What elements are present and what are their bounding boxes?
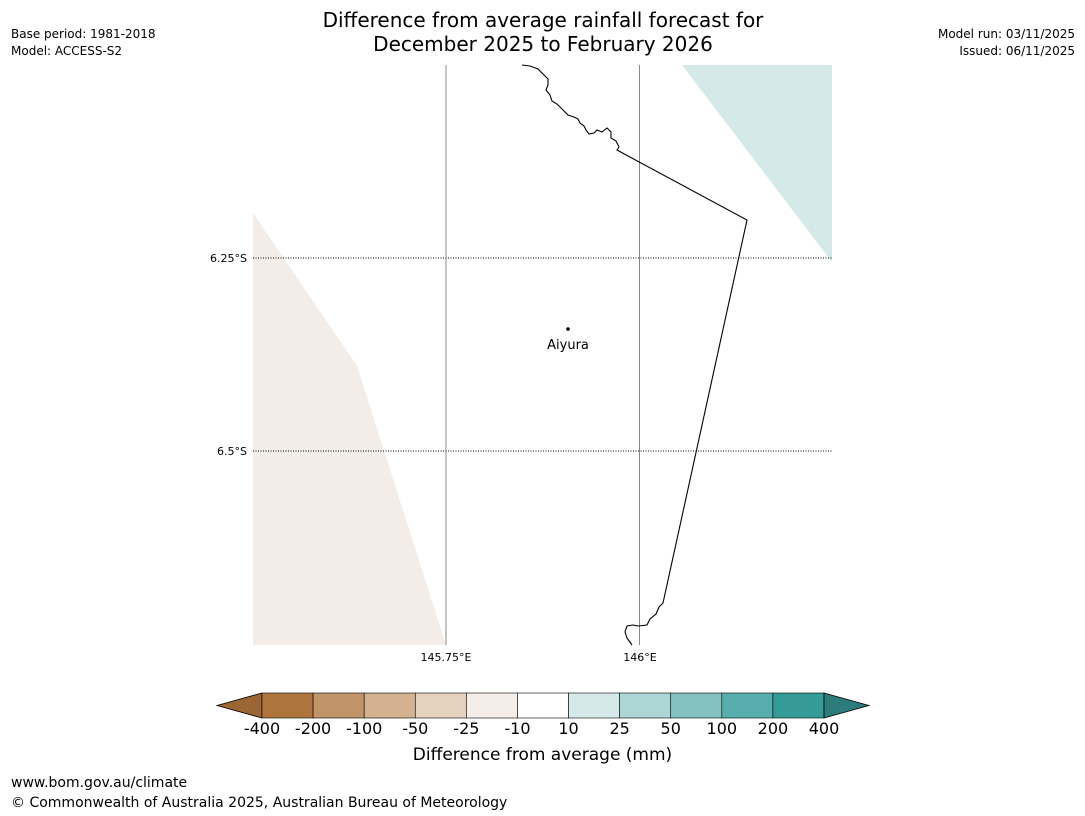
colorbar-tick-label: -25 xyxy=(453,719,480,738)
teal-region xyxy=(682,65,832,262)
meta-right: Model run: 03/11/2025 Issued: 06/11/2025 xyxy=(938,26,1075,60)
lon-label-146: 146°E xyxy=(623,651,656,664)
colorbar-tick-label: -100 xyxy=(346,719,383,738)
colorbar-extend-right xyxy=(823,692,871,719)
colorbar-extend-left xyxy=(215,692,263,719)
colorbar-tick-label: 400 xyxy=(808,719,840,738)
lat-label-6-25: 6.25°S xyxy=(210,252,247,265)
model-run: Model run: 03/11/2025 xyxy=(937,27,1075,41)
colorbar-tick-label: 200 xyxy=(757,719,789,738)
colorbar-title: Difference from average (mm) xyxy=(412,745,673,765)
brown-region xyxy=(253,213,446,645)
title-line-1: Difference from average rainfall forecas… xyxy=(322,8,764,32)
base-period: Base period: 1981-2018 xyxy=(11,27,156,41)
colorbar-tick-label: 50 xyxy=(660,719,681,738)
issued-date: Issued: 06/11/2025 xyxy=(959,44,1075,58)
model-name: Model: ACCESS-S2 xyxy=(11,44,123,58)
colorbar-box xyxy=(619,692,672,719)
colorbar-box xyxy=(363,692,416,719)
lon-label-145-75: 145.75°E xyxy=(421,651,472,664)
colorbar-tick-label: 10 xyxy=(558,719,579,738)
map-title: Difference from average rainfall forecas… xyxy=(243,8,843,56)
title-line-2: December 2025 to February 2026 xyxy=(373,32,713,56)
meta-left: Base period: 1981-2018 Model: ACCESS-S2 xyxy=(11,26,156,60)
colorbar-tick-label: -10 xyxy=(504,719,531,738)
colorbar-tick-label: -200 xyxy=(294,719,332,738)
colorbar-box xyxy=(414,692,467,719)
lat-label-6-5: 6.5°S xyxy=(217,445,247,458)
aiyura-label: Aiyura xyxy=(547,338,589,353)
aiyura-marker xyxy=(566,327,570,331)
colorbar-box xyxy=(517,692,569,719)
colorbar-box xyxy=(721,692,774,719)
colorbar-box xyxy=(312,692,365,719)
colorbar-box xyxy=(772,692,825,719)
footer-url: www.bom.gov.au/climate xyxy=(11,775,188,791)
colorbar xyxy=(215,692,871,719)
colorbar-tick-label: 100 xyxy=(706,719,738,738)
boundary-line xyxy=(521,64,748,646)
colorbar-tick-label: -50 xyxy=(402,719,429,738)
footer-copyright: © Commonwealth of Australia 2025, Austra… xyxy=(11,795,508,811)
colorbar-box xyxy=(568,692,620,719)
colorbar-box xyxy=(670,692,723,719)
colorbar-tick-label: -400 xyxy=(243,719,281,738)
colorbar-box xyxy=(466,692,518,719)
colorbar-tick-label: 25 xyxy=(609,719,630,738)
colorbar-box xyxy=(261,692,314,719)
